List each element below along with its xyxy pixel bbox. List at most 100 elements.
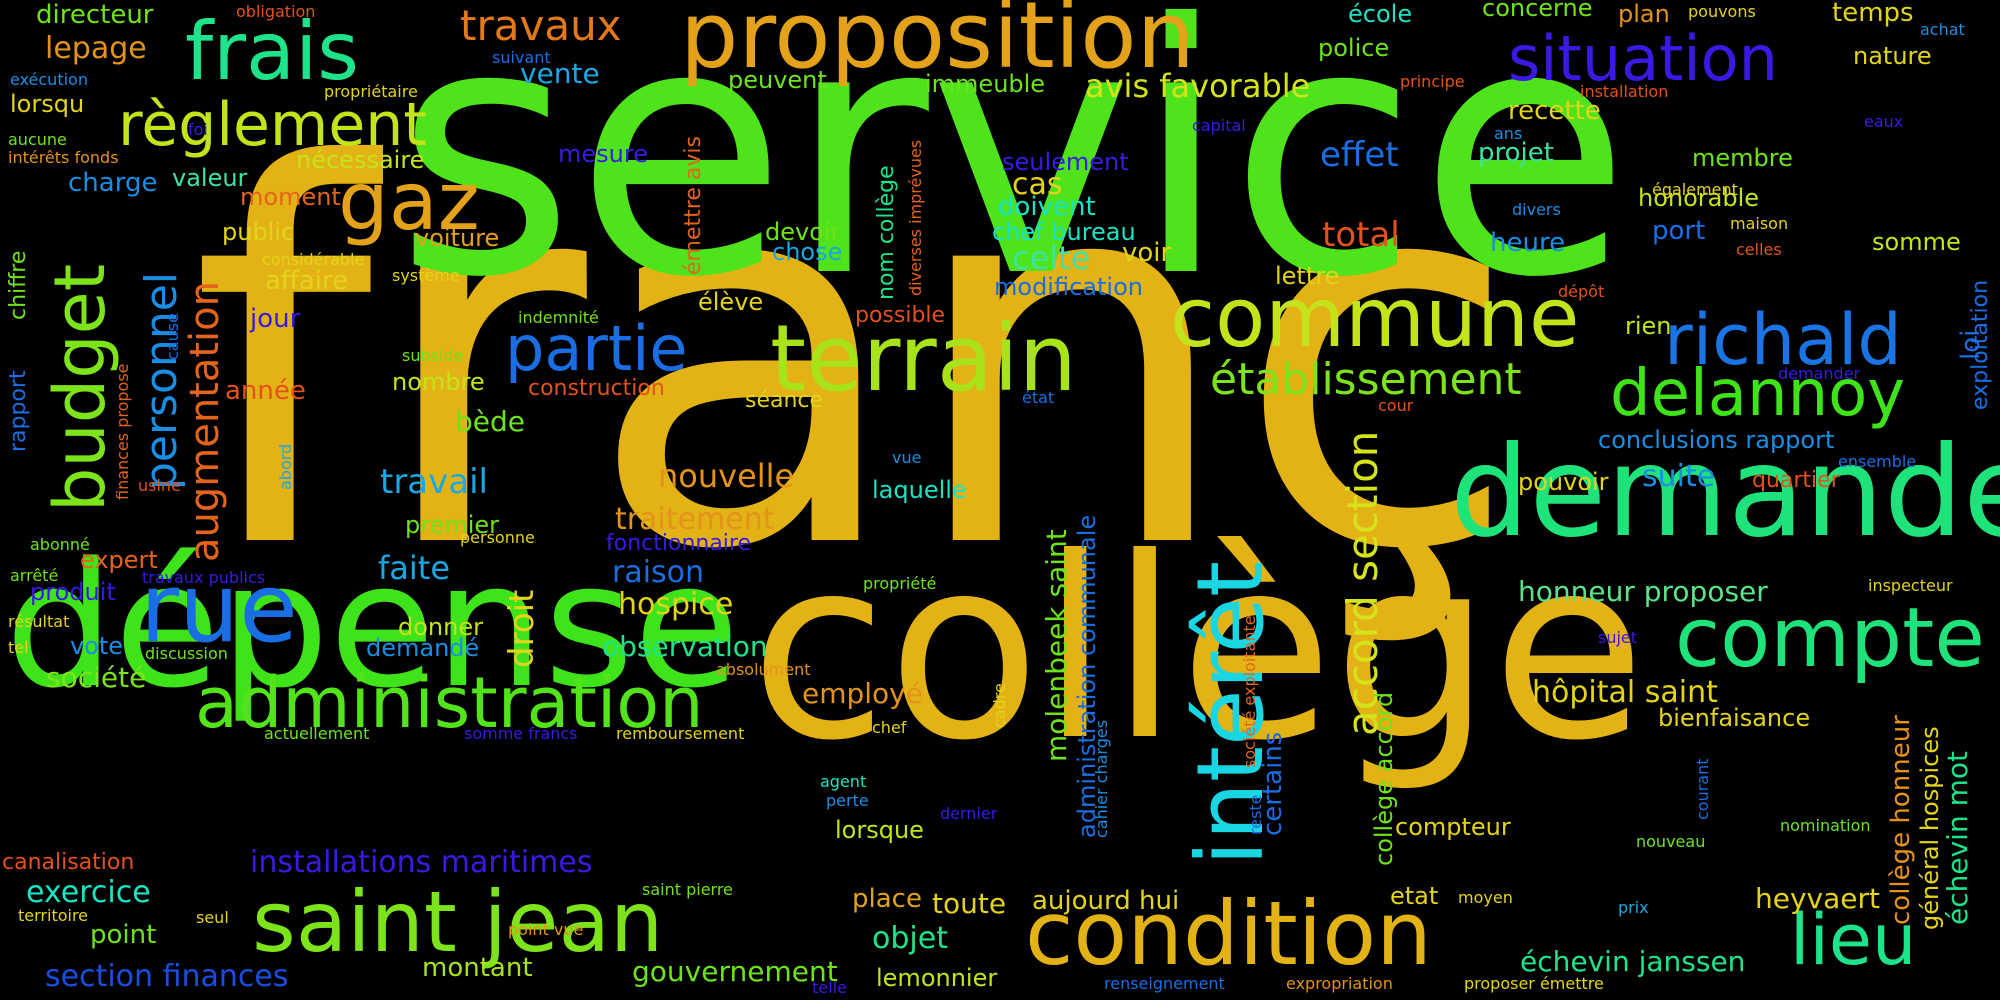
word: diverses imprévues: [906, 139, 925, 296]
word: considérable: [262, 250, 365, 269]
word: lepage: [45, 31, 147, 66]
word: droit: [502, 589, 542, 668]
word: foi: [188, 120, 208, 139]
word: propriétaire: [324, 82, 418, 101]
word: nomination: [1780, 816, 1871, 835]
word: abord: [276, 443, 295, 490]
word: plan: [1618, 0, 1670, 28]
word: quartier: [1752, 468, 1840, 493]
word: général hospices: [1916, 726, 1944, 930]
word: nouveau: [1636, 832, 1706, 851]
word: pouvons: [1688, 2, 1756, 21]
word: telle: [812, 978, 847, 997]
word: honorable: [1638, 184, 1760, 212]
word: société exploitante: [1240, 615, 1259, 768]
word: mesure: [558, 140, 648, 168]
word: cadre: [990, 683, 1009, 728]
word: perte: [826, 791, 869, 810]
word: recette: [1508, 96, 1601, 126]
word: affaire: [265, 266, 349, 296]
word: nombre: [392, 368, 485, 396]
word: séance: [745, 388, 824, 413]
word: obligation: [236, 2, 316, 21]
word: seul: [196, 908, 229, 927]
word: faite: [378, 549, 450, 587]
word: bède: [455, 405, 525, 438]
word: cahier charges: [1092, 719, 1111, 838]
word: traitement: [615, 502, 775, 537]
word: nécessaire: [296, 146, 425, 174]
word: vue: [892, 448, 922, 467]
word: propriété: [863, 574, 937, 593]
word: heyvaert: [1755, 882, 1880, 915]
word: cour: [1378, 396, 1414, 415]
word: seulement: [1002, 148, 1129, 176]
word: construction: [528, 376, 665, 401]
word: remboursement: [616, 724, 745, 743]
word: chose: [772, 238, 843, 266]
word: capital: [1192, 116, 1246, 135]
word: suite: [1642, 459, 1716, 494]
word: lorsque: [835, 816, 924, 844]
word: delannoy: [1610, 357, 1906, 431]
word: celles: [1736, 240, 1782, 259]
word: renseignement: [1104, 974, 1225, 993]
word: modification: [994, 273, 1143, 301]
word: somme: [1872, 228, 1961, 256]
word: projet: [1478, 138, 1554, 168]
word: honneur proposer: [1518, 575, 1768, 608]
word: achat: [1920, 20, 1965, 39]
word: exercice: [26, 875, 151, 910]
word: accord section: [1338, 430, 1387, 736]
word: indemnité: [518, 308, 599, 327]
word: travaux publics: [142, 568, 266, 587]
word: membre: [1692, 144, 1793, 172]
word: vote: [70, 632, 124, 660]
word: charge: [68, 168, 158, 198]
word: dernier: [940, 804, 998, 823]
word: ensemble: [1838, 452, 1917, 471]
word: rapport: [6, 370, 31, 452]
word: travaux: [460, 1, 622, 50]
word: produit: [30, 578, 116, 606]
word: point: [90, 920, 157, 950]
word: place: [852, 884, 922, 914]
word: reste: [1246, 794, 1265, 835]
word: absolument: [716, 660, 811, 679]
word: demande: [1450, 420, 2000, 565]
word: chef: [872, 718, 907, 737]
word: hospice: [618, 587, 734, 622]
word: devoir: [765, 218, 841, 246]
word: police: [1318, 34, 1390, 62]
word: concerne: [1482, 0, 1593, 22]
word: exploitation: [1968, 279, 1993, 410]
word: sujet: [1598, 628, 1638, 647]
word: saint pierre: [642, 880, 733, 899]
word: ans: [1494, 124, 1523, 143]
word: raison: [612, 555, 705, 590]
word: inspecteur: [1868, 576, 1953, 595]
word: aujourd hui: [1032, 886, 1180, 916]
word: service: [395, 0, 1631, 353]
word: canalisation: [2, 850, 135, 875]
word: émettre avis: [681, 136, 706, 275]
word: subside: [402, 346, 464, 365]
word: montant: [422, 953, 533, 983]
word: somme francs: [464, 724, 578, 743]
word: hôpital saint: [1532, 675, 1718, 710]
word: courant: [1693, 758, 1712, 820]
word: proposer émettre: [1464, 974, 1604, 993]
word: abonné: [30, 535, 90, 554]
word: collège: [750, 504, 1646, 795]
word: objet: [872, 921, 948, 956]
word: condition: [1025, 882, 1432, 985]
word: territoire: [18, 906, 89, 925]
word: exécution: [10, 70, 88, 89]
word: moment: [240, 183, 341, 211]
word: public: [222, 218, 295, 246]
word: cause: [163, 313, 182, 360]
word: voiture: [415, 224, 500, 252]
word: principe: [1400, 72, 1465, 91]
word: celte: [1012, 239, 1091, 277]
